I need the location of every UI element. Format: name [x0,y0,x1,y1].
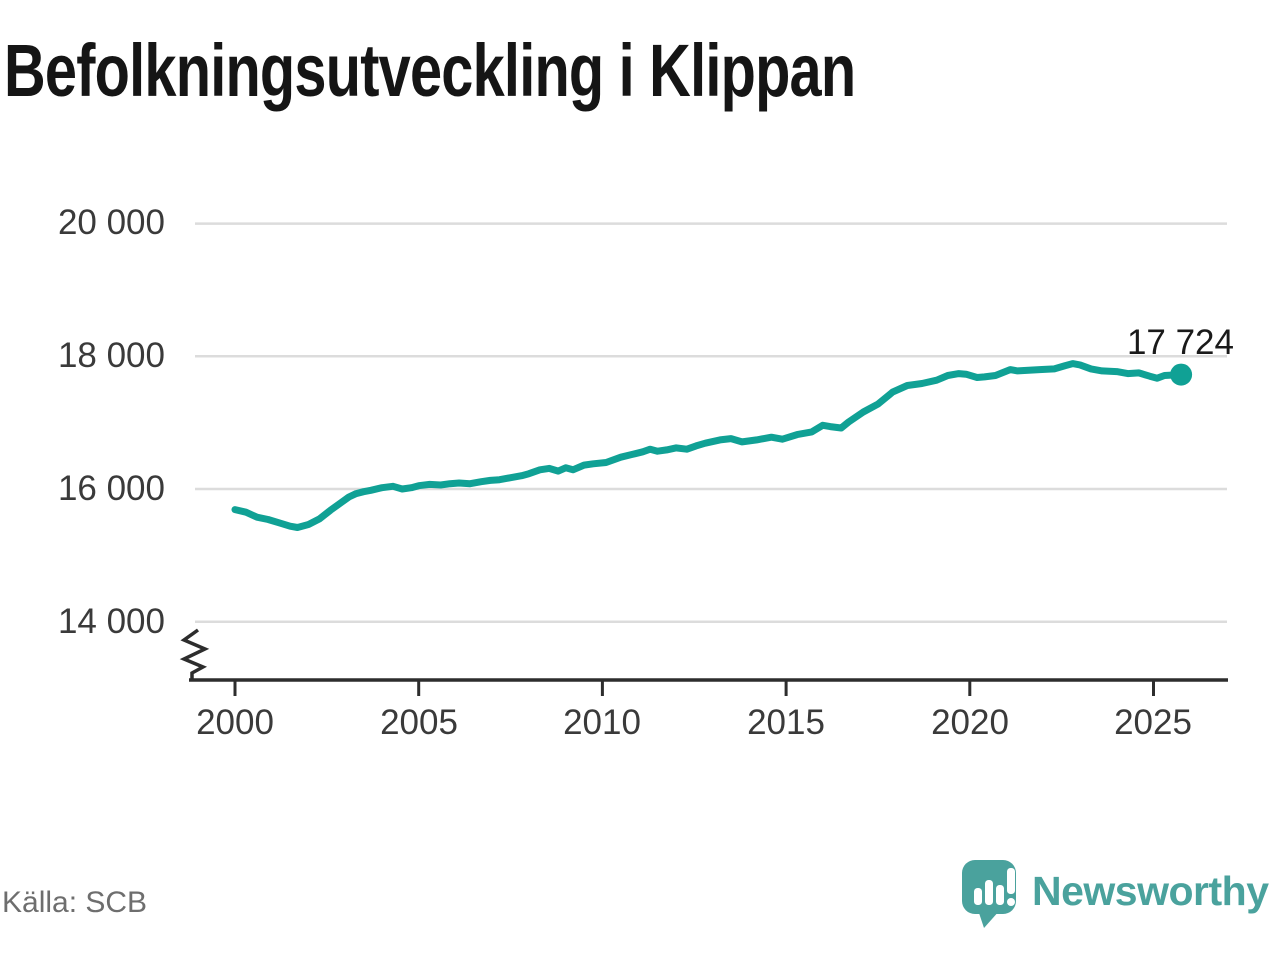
x-tick-label: 2000 [196,703,274,742]
x-tick-label: 2005 [380,703,458,742]
y-tick-label: 14 000 [57,602,165,641]
last-value-label: 17 724 [1126,323,1234,362]
x-tick-label: 2025 [1114,703,1192,742]
y-tick-label: 18 000 [57,336,165,375]
y-tick-label: 20 000 [57,203,165,242]
newsworthy-logo-text: Newsworthy [1032,868,1269,914]
y-tick-label: 16 000 [57,469,165,508]
newsworthy-logo-icon [962,860,1016,928]
source-label: Källa: SCB [2,886,148,919]
x-tick-label: 2020 [931,703,1009,742]
chart-title: Befolkningsutveckling i Klippan [4,29,856,112]
x-tick-label: 2010 [563,703,641,742]
newsworthy-logo: Newsworthy [958,858,1269,930]
x-tick-label: 2015 [747,703,825,742]
